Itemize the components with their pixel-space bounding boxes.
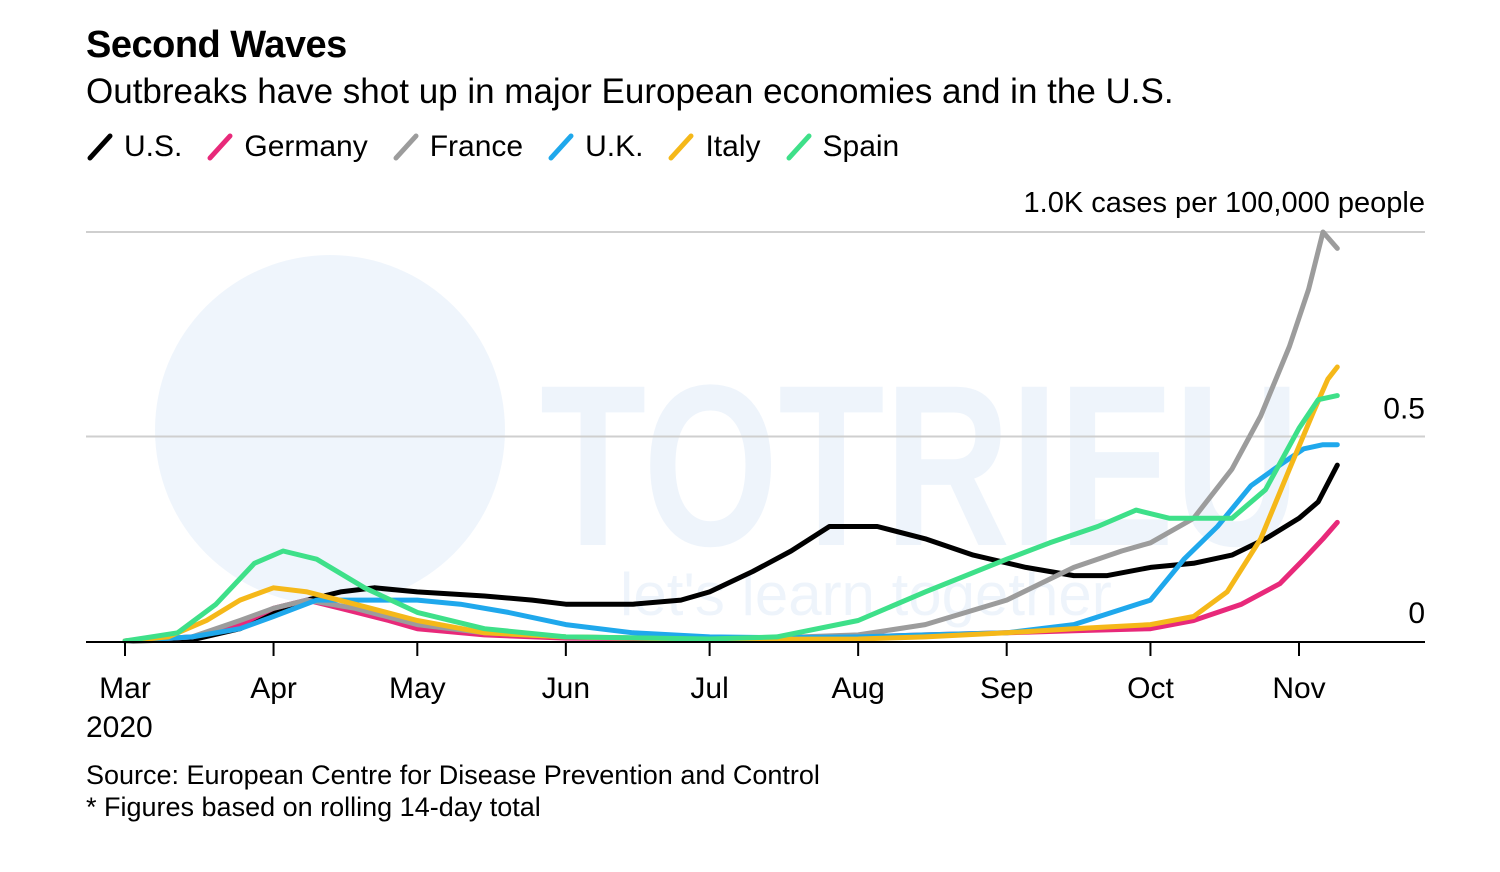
footnote: * Figures based on rolling 14-day total: [86, 792, 541, 822]
x-tick-label: Jun: [542, 672, 590, 705]
x-tick-label: May: [389, 672, 446, 705]
legend-swatch-icon: [786, 133, 811, 161]
series-line-france: [122, 229, 1340, 644]
x-tick-label: Oct: [1127, 672, 1174, 705]
legend-swatch-icon: [393, 133, 419, 161]
legend-swatch-stroke: [207, 133, 233, 161]
x-tick-label: Mar: [99, 672, 151, 705]
legend-label: Italy: [705, 130, 761, 163]
y-tick-label: 0: [1408, 597, 1425, 630]
legend-item: Spain: [785, 130, 900, 164]
legend-swatch-stroke: [786, 133, 811, 161]
legend-label: U.S.: [124, 130, 183, 163]
legend-item: Germany: [206, 130, 368, 164]
watermark-logo-icon: [155, 255, 505, 605]
legend-swatch-icon: [548, 133, 574, 161]
legend-item: France: [392, 130, 523, 164]
x-tick-sublabel: 2020: [86, 711, 153, 744]
legend-label: U.K.: [585, 130, 644, 163]
legend-swatch-stroke: [548, 133, 574, 161]
x-tick-label: Apr: [250, 672, 297, 705]
series-line-spain: [122, 393, 1340, 644]
legend-label: France: [429, 130, 524, 163]
x-tick-label: Nov: [1272, 672, 1325, 705]
legend-swatch-icon: [207, 133, 233, 161]
legend-label: Germany: [244, 130, 368, 163]
legend-swatch-stroke: [668, 133, 694, 161]
legend-swatch-stroke: [87, 133, 113, 161]
legend-item: U.K.: [547, 130, 643, 164]
legend-swatch-stroke: [393, 133, 419, 161]
chart-title: Second Waves: [86, 24, 347, 66]
x-tick-label: Sep: [980, 672, 1033, 705]
x-tick-label: Jul: [690, 672, 728, 705]
y-axis-unit-label: 1.0K cases per 100,000 people: [1024, 187, 1425, 219]
series-line-italy: [122, 364, 1340, 644]
chart-subtitle: Outbreaks have shot up in major European…: [86, 72, 1174, 111]
source-note: Source: European Centre for Disease Prev…: [86, 760, 820, 790]
legend-item: U.S.: [86, 130, 182, 164]
legend-swatch-icon: [87, 133, 113, 161]
watermark-text: TOTRIEU: [540, 337, 1300, 594]
legend-item: Italy: [667, 130, 761, 164]
x-tick-label: Aug: [831, 672, 884, 705]
chart-legend: U.S. Germany France U.K. Italy Spain: [86, 130, 923, 164]
legend-label: Spain: [822, 130, 900, 163]
y-tick-label: 0.5: [1383, 393, 1425, 426]
series-line-us: [122, 462, 1340, 644]
legend-swatch-icon: [668, 133, 694, 161]
